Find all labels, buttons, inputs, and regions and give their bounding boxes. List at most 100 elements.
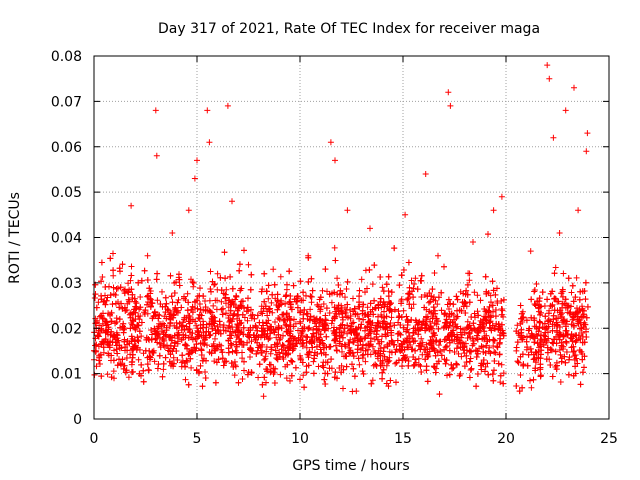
roti-point bbox=[421, 304, 428, 311]
roti-point bbox=[466, 358, 473, 365]
roti-point bbox=[157, 301, 164, 307]
roti-point bbox=[362, 334, 369, 341]
roti-point bbox=[551, 270, 558, 277]
roti-point bbox=[532, 365, 539, 372]
roti-point bbox=[163, 300, 170, 307]
roti-point bbox=[258, 349, 265, 356]
roti-point bbox=[261, 331, 268, 338]
roti-point bbox=[278, 346, 285, 353]
roti-point bbox=[179, 352, 186, 359]
roti-point bbox=[191, 344, 198, 351]
roti-data-point bbox=[305, 252, 312, 259]
roti-point bbox=[336, 333, 343, 340]
roti-point bbox=[484, 360, 491, 367]
roti-point bbox=[499, 327, 506, 334]
roti-point bbox=[149, 348, 156, 355]
roti-point bbox=[427, 324, 434, 331]
roti-point bbox=[493, 320, 500, 327]
roti-point bbox=[479, 323, 486, 330]
roti-point bbox=[184, 290, 191, 297]
roti-point bbox=[95, 299, 102, 306]
roti-point bbox=[381, 308, 387, 315]
roti-point bbox=[453, 293, 460, 300]
roti-point bbox=[473, 354, 480, 360]
roti-point bbox=[408, 316, 415, 323]
roti-point bbox=[500, 370, 507, 377]
roti-point bbox=[584, 303, 591, 310]
roti-point bbox=[449, 365, 455, 372]
roti-point bbox=[308, 334, 315, 341]
roti-point bbox=[299, 327, 306, 334]
roti-point bbox=[482, 273, 489, 280]
roti-point bbox=[200, 321, 207, 328]
roti-point bbox=[496, 341, 503, 347]
roti-point bbox=[201, 341, 208, 348]
roti-point bbox=[188, 276, 194, 283]
roti-point bbox=[549, 303, 555, 310]
roti-point bbox=[523, 338, 530, 345]
roti-point bbox=[239, 349, 245, 356]
roti-point bbox=[397, 331, 404, 338]
roti-point bbox=[162, 354, 169, 361]
roti-data-point bbox=[229, 198, 235, 205]
roti-point bbox=[187, 355, 194, 362]
roti-point bbox=[155, 315, 162, 322]
roti-point bbox=[517, 372, 524, 378]
roti-point bbox=[572, 370, 579, 377]
roti-data-point bbox=[200, 307, 207, 314]
roti-point bbox=[435, 325, 442, 332]
roti-point bbox=[173, 348, 180, 354]
roti-point bbox=[116, 316, 123, 323]
roti-point bbox=[371, 262, 378, 269]
roti-point bbox=[198, 332, 205, 339]
roti-point bbox=[238, 319, 245, 326]
roti-point bbox=[225, 337, 232, 344]
roti-point bbox=[577, 288, 584, 295]
roti-point bbox=[98, 278, 105, 285]
roti-point bbox=[343, 363, 350, 370]
roti-point bbox=[474, 292, 481, 299]
roti-point bbox=[372, 305, 378, 312]
roti-point bbox=[271, 380, 278, 386]
roti-point bbox=[247, 286, 254, 293]
roti-point bbox=[480, 357, 487, 363]
roti-point bbox=[250, 332, 257, 339]
roti-point bbox=[418, 369, 425, 375]
roti-point bbox=[208, 309, 215, 316]
roti-point bbox=[326, 310, 333, 316]
roti-point bbox=[284, 351, 291, 358]
roti-point bbox=[391, 322, 398, 329]
roti-point bbox=[96, 313, 103, 320]
roti-point bbox=[227, 273, 234, 280]
roti-point bbox=[430, 296, 437, 303]
roti-point bbox=[146, 285, 153, 292]
roti-point bbox=[283, 322, 290, 329]
roti-point bbox=[406, 284, 413, 291]
roti-point bbox=[447, 300, 454, 307]
roti-point bbox=[518, 315, 524, 322]
roti-point bbox=[195, 370, 202, 377]
roti-point bbox=[515, 330, 522, 337]
roti-data-point bbox=[550, 134, 557, 141]
roti-point bbox=[537, 309, 544, 316]
roti-point bbox=[200, 293, 207, 300]
roti-point bbox=[122, 347, 128, 354]
roti-point bbox=[244, 332, 251, 338]
roti-point bbox=[110, 267, 117, 274]
roti-point bbox=[385, 383, 392, 390]
roti-point bbox=[321, 376, 328, 383]
roti-point bbox=[140, 378, 147, 385]
roti-point bbox=[209, 278, 216, 285]
roti-point bbox=[163, 332, 169, 339]
roti-point bbox=[300, 315, 307, 322]
roti-point bbox=[183, 357, 190, 364]
roti-point bbox=[286, 345, 293, 352]
roti-point bbox=[92, 342, 99, 349]
roti-point bbox=[259, 381, 266, 388]
roti-point bbox=[398, 272, 405, 279]
roti-data-point bbox=[144, 252, 151, 259]
roti-point bbox=[528, 296, 535, 303]
roti-point bbox=[317, 306, 324, 313]
roti-point bbox=[189, 279, 196, 285]
